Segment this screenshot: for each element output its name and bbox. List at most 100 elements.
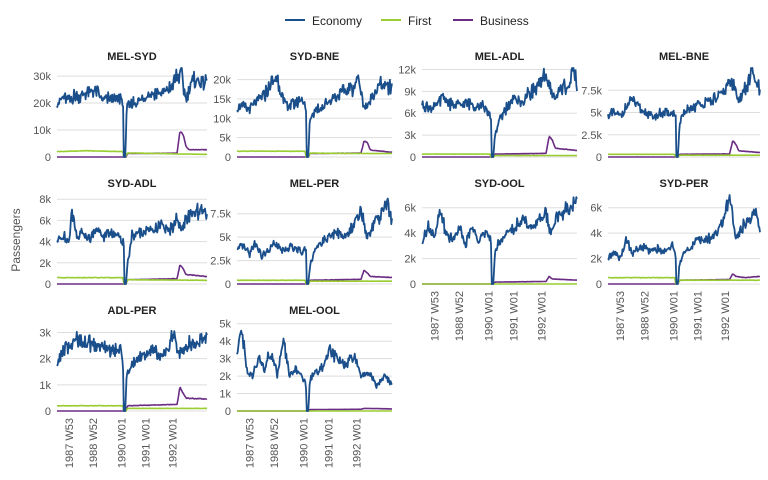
y-tick-label: 3k	[219, 354, 231, 366]
y-tick-label: 2k	[404, 254, 416, 266]
y-tick-label: 2k	[39, 354, 51, 366]
y-tick-label: 30k	[33, 71, 51, 83]
series-economy	[236, 329, 393, 412]
y-tick-label: 3k	[404, 130, 416, 142]
x-tick-label: 1991 W01	[141, 418, 153, 468]
y-tick-label: 4k	[590, 228, 602, 240]
y-tick-label: 5k	[590, 108, 602, 120]
panel-mel-adl: MEL-ADL 0 3k 6k 9k 12k	[398, 51, 578, 164]
panel-title: SYD-ADL	[108, 178, 157, 190]
y-tick-label: 2k	[590, 254, 602, 266]
series-business	[56, 386, 208, 412]
y-tick-label: 20k	[213, 75, 231, 87]
panel-syd-bne: SYD-BNE 0 5k 10k 15k 20k	[213, 51, 393, 164]
y-tick-label: 0	[410, 279, 416, 291]
series-first	[236, 279, 393, 285]
y-tick-label: 7.5k	[210, 209, 231, 221]
y-tick-label: 5k	[219, 133, 231, 145]
series-first	[56, 149, 208, 158]
x-tick-label: 1988 W52	[454, 291, 466, 341]
panel-title: MEL-BNE	[659, 51, 709, 63]
series-first	[56, 276, 208, 285]
series-economy	[56, 202, 208, 285]
panel-mel-syd: MEL-SYD 0 10k 20k 30k	[33, 51, 208, 164]
y-tick-label: 15k	[213, 94, 231, 106]
y-tick-label: 8k	[39, 194, 51, 206]
x-tick-label: 1987 W53	[429, 291, 441, 341]
y-tick-label: 0	[45, 152, 51, 164]
series-first	[236, 150, 393, 158]
x-tick-label: 1992 W01	[351, 418, 363, 468]
y-tick-label: 0	[596, 279, 602, 291]
x-tick-label: 1990 W01	[668, 291, 680, 341]
series-first	[56, 404, 208, 412]
y-tick-label: 0	[45, 279, 51, 291]
y-tick-label: 12k	[398, 64, 416, 76]
x-tick-label: 1991 W01	[323, 418, 335, 468]
series-business	[421, 275, 578, 285]
y-tick-label: 1k	[219, 389, 231, 401]
y-tick-label: 0	[596, 152, 602, 164]
series-first	[421, 153, 578, 158]
y-tick-label: 6k	[404, 203, 416, 215]
y-tick-label: 10k	[213, 113, 231, 125]
y-axis-label: Passengers	[9, 208, 23, 271]
y-tick-label: 1k	[39, 380, 51, 392]
x-tick-label: 1990 W01	[117, 418, 129, 468]
series-business	[607, 140, 761, 158]
y-tick-label: 4k	[404, 228, 416, 240]
panel-title: MEL-OOL	[289, 305, 340, 317]
y-tick-label: 2.5k	[581, 130, 602, 142]
x-tick-label: 1988 W52	[88, 418, 100, 468]
panel-title: SYD-OOL	[474, 178, 524, 190]
legend-label-business: Business	[480, 14, 529, 28]
series-economy	[421, 67, 578, 158]
panel-title: ADL-PER	[108, 305, 157, 317]
series-economy	[56, 329, 208, 412]
panel-title: SYD-BNE	[290, 51, 340, 63]
y-tick-label: 2.5k	[210, 256, 231, 268]
y-tick-label: 0	[45, 406, 51, 418]
panel-title: MEL-PER	[290, 178, 340, 190]
panels-container: MEL-SYD010k20k30kSYD-BNE05k10k15k20kMEL-…	[33, 51, 761, 468]
y-tick-label: 10k	[33, 125, 51, 137]
x-tick-label: 1991 W01	[693, 291, 705, 341]
series-economy	[236, 197, 393, 285]
series-first	[607, 276, 761, 285]
y-tick-label: 9k	[404, 86, 416, 98]
x-tick-label: 1992 W01	[536, 291, 548, 341]
y-tick-label: 0	[410, 152, 416, 164]
panel-title: MEL-ADL	[475, 51, 525, 63]
panel-adl-per: ADL-PER 0 1k 2k 3k 1987 W53 1988 W52 1990 W01 19…	[39, 305, 208, 468]
y-tick-label: 20k	[33, 98, 51, 110]
panel-title: MEL-SYD	[107, 51, 157, 63]
panel-mel-bne: MEL-BNE 0 2.5k 5k 7.5k	[581, 51, 761, 164]
series-economy	[236, 74, 393, 158]
x-tick-label: 1987 W53	[615, 291, 627, 341]
x-tick-label: 1992 W01	[168, 418, 180, 468]
legend: Economy First Business	[285, 14, 529, 28]
y-tick-label: 0	[225, 279, 231, 291]
y-tick-label: 5k	[219, 232, 231, 244]
x-tick-label: 1991 W01	[509, 291, 521, 341]
panel-mel-ool: MEL-OOL 0 1k 2k 3k 4k 5k 1987 W53 1988 W52 1990 W…	[219, 305, 393, 468]
series-economy	[607, 67, 761, 158]
legend-label-first: First	[408, 14, 432, 28]
y-tick-label: 6k	[404, 108, 416, 120]
y-tick-label: 5k	[219, 319, 231, 331]
y-tick-label: 6k	[590, 203, 602, 215]
y-tick-label: 3k	[39, 327, 51, 339]
series-economy	[421, 196, 578, 285]
series-business	[236, 269, 393, 285]
series-business	[607, 273, 761, 285]
y-tick-label: 4k	[39, 237, 51, 249]
x-tick-label: 1987 W53	[64, 418, 76, 468]
panel-syd-adl: SYD-ADL 0 2k 4k 6k 8k	[39, 178, 208, 291]
series-business	[236, 140, 393, 158]
series-business	[56, 264, 208, 285]
x-tick-label: 1990 W01	[299, 418, 311, 468]
y-tick-label: 0	[225, 406, 231, 418]
y-tick-label: 6k	[39, 215, 51, 227]
y-tick-label: 7.5k	[581, 85, 602, 97]
